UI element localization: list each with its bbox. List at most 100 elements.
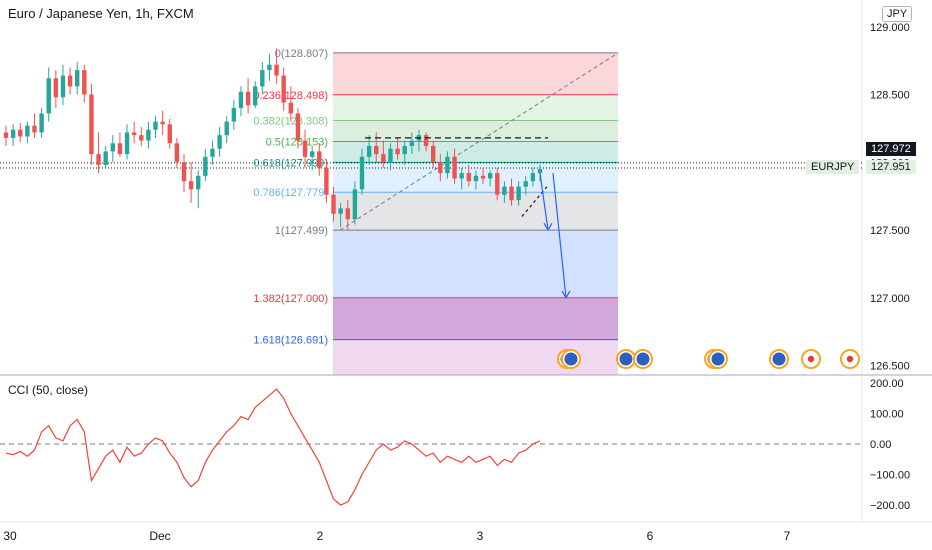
candle-body — [10, 129, 16, 138]
price-tick-label: 126.500 — [870, 361, 910, 373]
candle-body — [131, 132, 137, 136]
cci-tick-label: 200.00 — [870, 378, 904, 390]
candle-body — [96, 154, 101, 165]
candle-body — [281, 75, 286, 103]
candle-body — [473, 175, 479, 182]
candle-body — [260, 70, 265, 87]
cci-tick-label: 100.00 — [870, 409, 904, 421]
candle-body — [487, 173, 493, 179]
candle-body — [32, 125, 37, 133]
candle-body — [210, 148, 215, 157]
price-tick-label: 127.500 — [870, 225, 910, 237]
candle-body — [46, 78, 51, 114]
candle-body — [509, 186, 514, 201]
candle-body — [324, 167, 329, 195]
fib-zone — [333, 192, 618, 231]
cci-indicator-title[interactable]: CCI (50, close) — [8, 383, 89, 397]
time-tick-label: 6 — [647, 529, 654, 543]
eu-flag-icon — [564, 352, 578, 366]
candle-body — [516, 186, 521, 201]
candle-body — [495, 173, 500, 195]
candle-body — [409, 140, 415, 146]
jp-flag-icon — [807, 355, 815, 363]
candle-body — [274, 64, 279, 76]
cci-line — [5, 388, 541, 506]
candle-body — [188, 181, 194, 190]
projection-arrow-1 — [539, 173, 549, 231]
candle-body — [331, 194, 336, 214]
candle-body — [253, 86, 258, 106]
fib-level-label: 0.5(128.153) — [266, 137, 328, 149]
time-tick-label: 7 — [784, 529, 791, 543]
candle-body — [438, 162, 443, 174]
candle-body — [82, 70, 87, 95]
eu-flag-icon — [619, 352, 633, 366]
candle-body — [395, 148, 400, 155]
jp-flag-icon — [846, 355, 854, 363]
candle-body — [295, 113, 301, 141]
price-tick-label: 127.000 — [870, 293, 910, 305]
fib-trend-line — [339, 52, 619, 231]
candle-body — [67, 75, 73, 87]
fib-level-label: 0(128.807) — [275, 48, 328, 60]
candle-body — [381, 154, 386, 163]
candle-body — [231, 108, 237, 122]
candle-body — [181, 162, 187, 182]
candle-body — [345, 208, 350, 220]
candle-body — [502, 186, 507, 195]
candle-body — [530, 173, 536, 182]
time-tick-label: 3 — [477, 529, 484, 543]
fib-level-label: 1.618(126.691) — [253, 335, 328, 347]
candle-body — [537, 169, 543, 174]
candle-body — [352, 189, 358, 220]
candle-body — [174, 143, 180, 163]
candle-body — [146, 129, 151, 141]
candle-body — [75, 70, 80, 87]
candle-body — [452, 156, 457, 179]
candle-body — [459, 173, 464, 179]
candle-body — [431, 145, 436, 163]
eu-flag-icon — [636, 352, 650, 366]
candle-body — [359, 156, 365, 190]
candle-body — [203, 156, 208, 176]
candle-body — [445, 156, 450, 174]
fib-level-label: 0.786(127.779) — [253, 187, 328, 199]
candle-body — [388, 148, 393, 163]
projection-arrowhead-1 — [543, 222, 553, 232]
candle-body — [317, 151, 322, 168]
candle-body — [466, 173, 471, 182]
candle-body — [302, 140, 308, 157]
candle-body — [124, 132, 130, 155]
candle-body — [139, 135, 144, 141]
fib-zone — [333, 230, 618, 298]
candle-body — [238, 91, 244, 109]
candle-body — [523, 181, 528, 187]
candle-body — [196, 175, 201, 190]
time-tick-label: 30 — [3, 529, 17, 543]
cci-tick-label: −200.00 — [870, 500, 910, 512]
fib-zone — [333, 94, 618, 121]
fib-zone — [333, 120, 618, 142]
candle-body — [374, 145, 379, 155]
candle-body — [153, 121, 158, 130]
price-tick-label: 128.500 — [870, 90, 910, 102]
candle-body — [338, 208, 343, 214]
candle-body — [267, 64, 272, 71]
candle-body — [402, 145, 407, 155]
currency-badge[interactable]: JPY — [882, 6, 913, 22]
candle-body — [167, 124, 172, 144]
price-tick-label: 129.000 — [870, 22, 910, 34]
cci-tick-label: 0.00 — [870, 439, 891, 451]
candle-body — [18, 129, 23, 137]
time-tick-label: 2 — [317, 529, 324, 543]
candle-body — [110, 143, 115, 152]
candle-body — [160, 121, 165, 125]
candle-body — [288, 102, 293, 114]
candle-body — [309, 151, 315, 157]
candle-body — [117, 143, 123, 155]
fib-zone — [333, 52, 618, 95]
candle-body — [39, 113, 44, 133]
candle-body — [423, 135, 429, 146]
